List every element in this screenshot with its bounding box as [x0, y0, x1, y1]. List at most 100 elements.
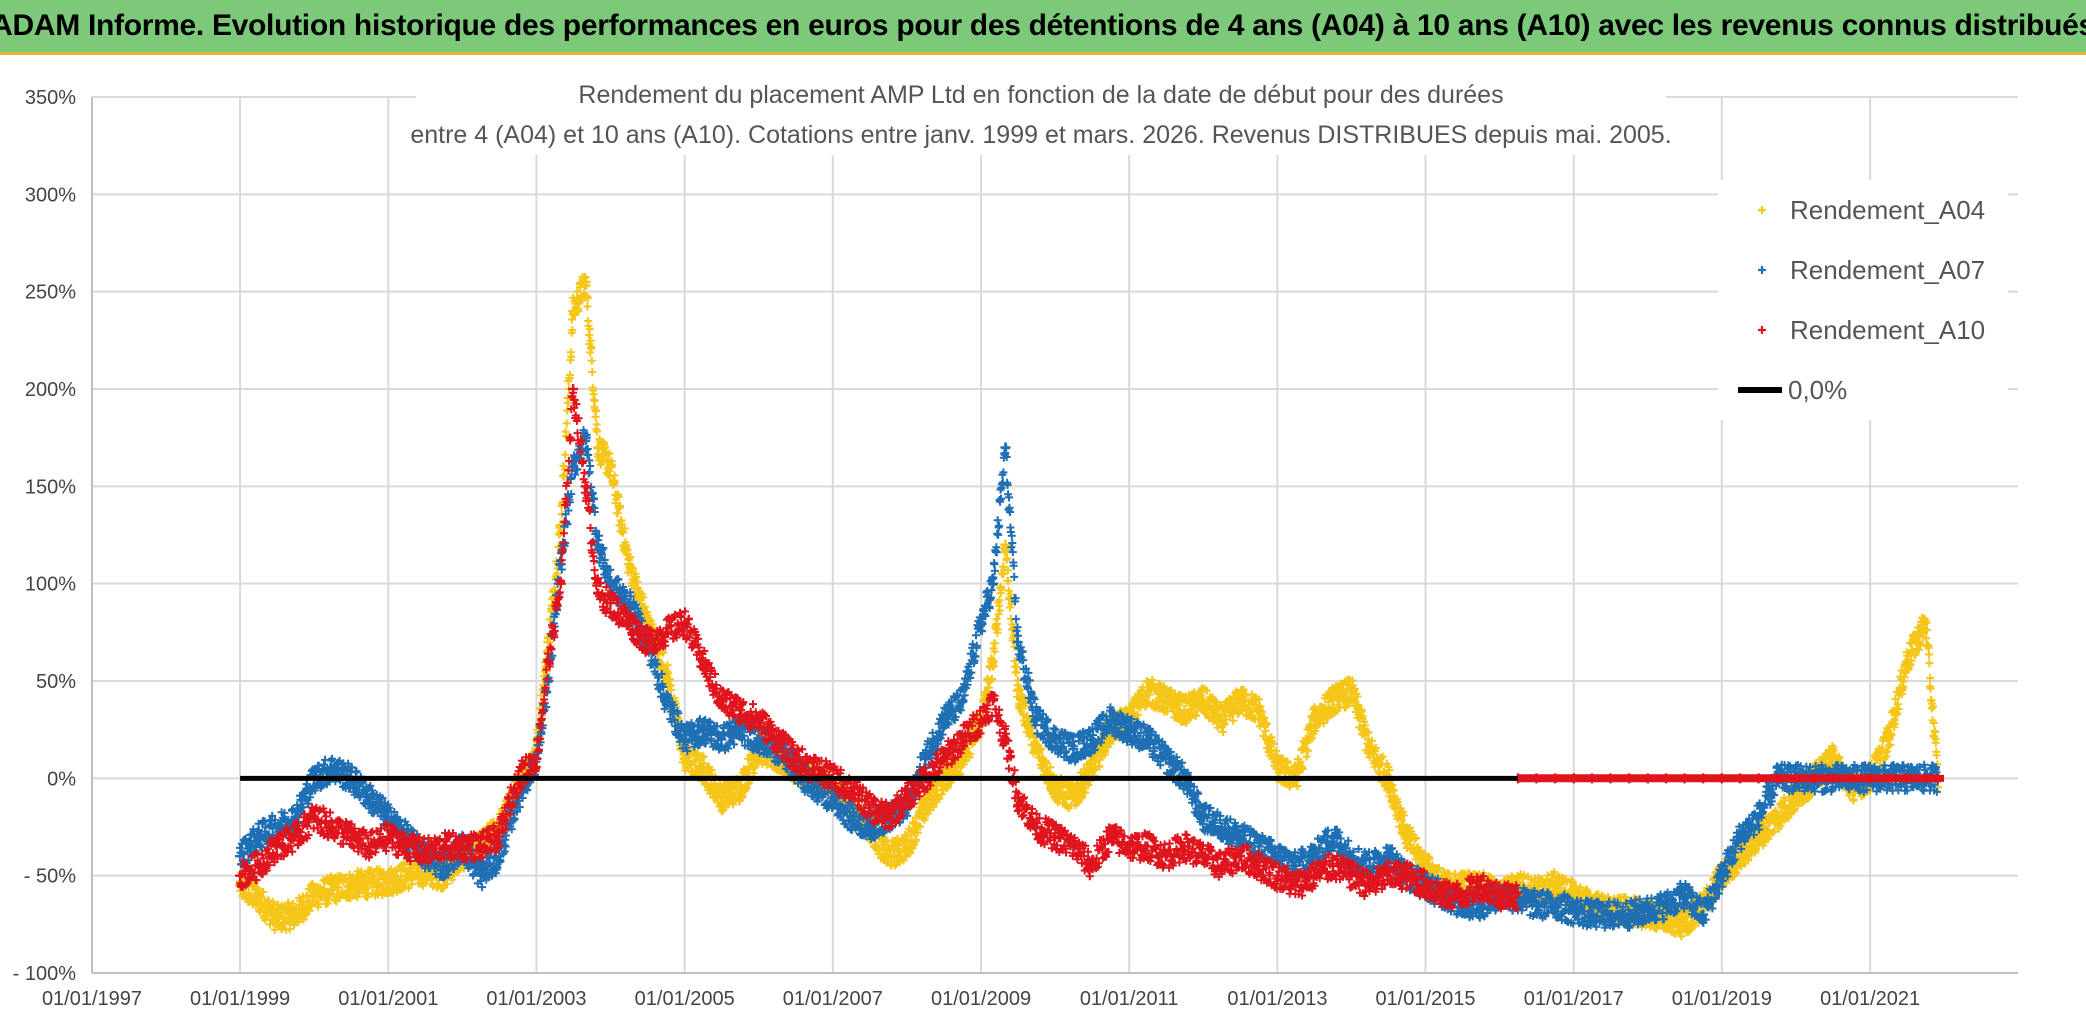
- data-point: [735, 705, 746, 716]
- data-point: [1568, 890, 1579, 901]
- data-point: [753, 714, 764, 725]
- x-tick-label: 01/01/2009: [931, 988, 1031, 1010]
- data-point: [1198, 851, 1209, 862]
- data-point: [1235, 695, 1246, 706]
- data-point: [1624, 909, 1635, 920]
- data-point: [543, 676, 554, 686]
- data-point: [883, 812, 894, 823]
- data-point: [1105, 714, 1116, 725]
- data-point: [661, 627, 672, 638]
- data-point: [438, 841, 449, 852]
- y-tick-label: 200%: [25, 379, 76, 401]
- legend-box: [1718, 180, 2008, 420]
- data-point: [1550, 880, 1561, 891]
- data-point: [883, 851, 894, 862]
- data-point: [1000, 539, 1011, 550]
- banner-title: ADAM Informe. Evolution historique des p…: [0, 9, 2086, 42]
- x-tick-label: 01/01/2007: [783, 988, 883, 1010]
- data-point: [309, 812, 320, 823]
- data-point: [1327, 695, 1338, 706]
- data-point: [271, 841, 282, 852]
- data-point: [1198, 812, 1209, 823]
- data-point: [1309, 870, 1320, 881]
- data-point: [1364, 880, 1375, 891]
- data-point: [1716, 870, 1727, 881]
- data-point: [1364, 744, 1375, 755]
- data-point: [1883, 734, 1894, 745]
- data-point: [623, 617, 634, 628]
- legend-item: Rendement_A04: [1758, 195, 1985, 225]
- data-point: [1086, 763, 1097, 774]
- data-point: [661, 695, 672, 706]
- x-tick-label: 01/01/1999: [190, 988, 290, 1010]
- data-point: [1216, 822, 1227, 832]
- data-point: [1346, 870, 1357, 881]
- legend-marker-swatch: [1758, 206, 1766, 214]
- data-point: [1309, 714, 1320, 725]
- data-point: [988, 695, 999, 706]
- data-point: [1031, 714, 1042, 725]
- data-point: [1401, 831, 1412, 842]
- data-point: [1327, 831, 1338, 842]
- data-point: [1309, 851, 1320, 862]
- data-point: [1753, 812, 1764, 823]
- y-tick-label: - 50%: [24, 866, 76, 888]
- data-point: [1272, 870, 1283, 881]
- y-tick-label: 250%: [25, 282, 76, 304]
- data-point: [716, 734, 727, 745]
- data-point: [623, 559, 634, 570]
- data-point: [1420, 880, 1431, 891]
- data-point: [846, 812, 857, 823]
- x-tick-label: 01/01/2001: [338, 988, 438, 1010]
- data-point: [1086, 734, 1097, 745]
- data-point: [1790, 792, 1801, 803]
- data-point: [1012, 685, 1023, 696]
- legend-item: Rendement_A10: [1758, 315, 1985, 345]
- x-tick-label: 01/01/2003: [486, 988, 586, 1010]
- data-point: [1160, 753, 1171, 764]
- data-point: [1661, 899, 1672, 910]
- data-point: [438, 860, 449, 871]
- x-tick-label: 01/01/2017: [1524, 988, 1624, 1010]
- data-point: [901, 792, 912, 803]
- data-point: [1605, 909, 1616, 920]
- data-point: [475, 841, 486, 852]
- data-point: [1457, 890, 1468, 901]
- data-point: [346, 880, 357, 891]
- y-tick-label: 50%: [36, 671, 76, 693]
- data-point: [327, 763, 338, 774]
- data-point: [593, 539, 604, 550]
- data-point: [593, 442, 604, 453]
- data-point: [1000, 734, 1011, 745]
- data-point: [605, 598, 616, 609]
- data-point: [1050, 831, 1061, 842]
- title-box: [416, 55, 1666, 155]
- data-point: [735, 724, 746, 735]
- data-point: [401, 870, 412, 881]
- data-point: [623, 598, 634, 609]
- data-point: [383, 831, 394, 842]
- data-point: [1290, 860, 1301, 871]
- data-point: [475, 870, 486, 881]
- data-point: [1179, 705, 1190, 716]
- grid: [91, 96, 2018, 974]
- legend-label: Rendement_A07: [1790, 255, 1985, 285]
- data-point: [976, 714, 987, 725]
- data-point: [605, 461, 616, 472]
- data-point: [271, 913, 282, 924]
- data-point: [1364, 860, 1375, 871]
- data-point: [679, 617, 690, 628]
- data-point: [790, 753, 801, 764]
- data-point: [271, 822, 282, 832]
- data-point: [290, 831, 301, 842]
- data-point: [364, 841, 375, 852]
- data-point: [1012, 792, 1023, 803]
- data-point: [568, 306, 579, 317]
- data-point: [1086, 860, 1097, 871]
- data-point: [1679, 890, 1690, 901]
- data-point: [1920, 617, 1931, 628]
- data-point: [346, 831, 357, 842]
- data-point: [235, 870, 246, 881]
- data-point: [543, 637, 554, 648]
